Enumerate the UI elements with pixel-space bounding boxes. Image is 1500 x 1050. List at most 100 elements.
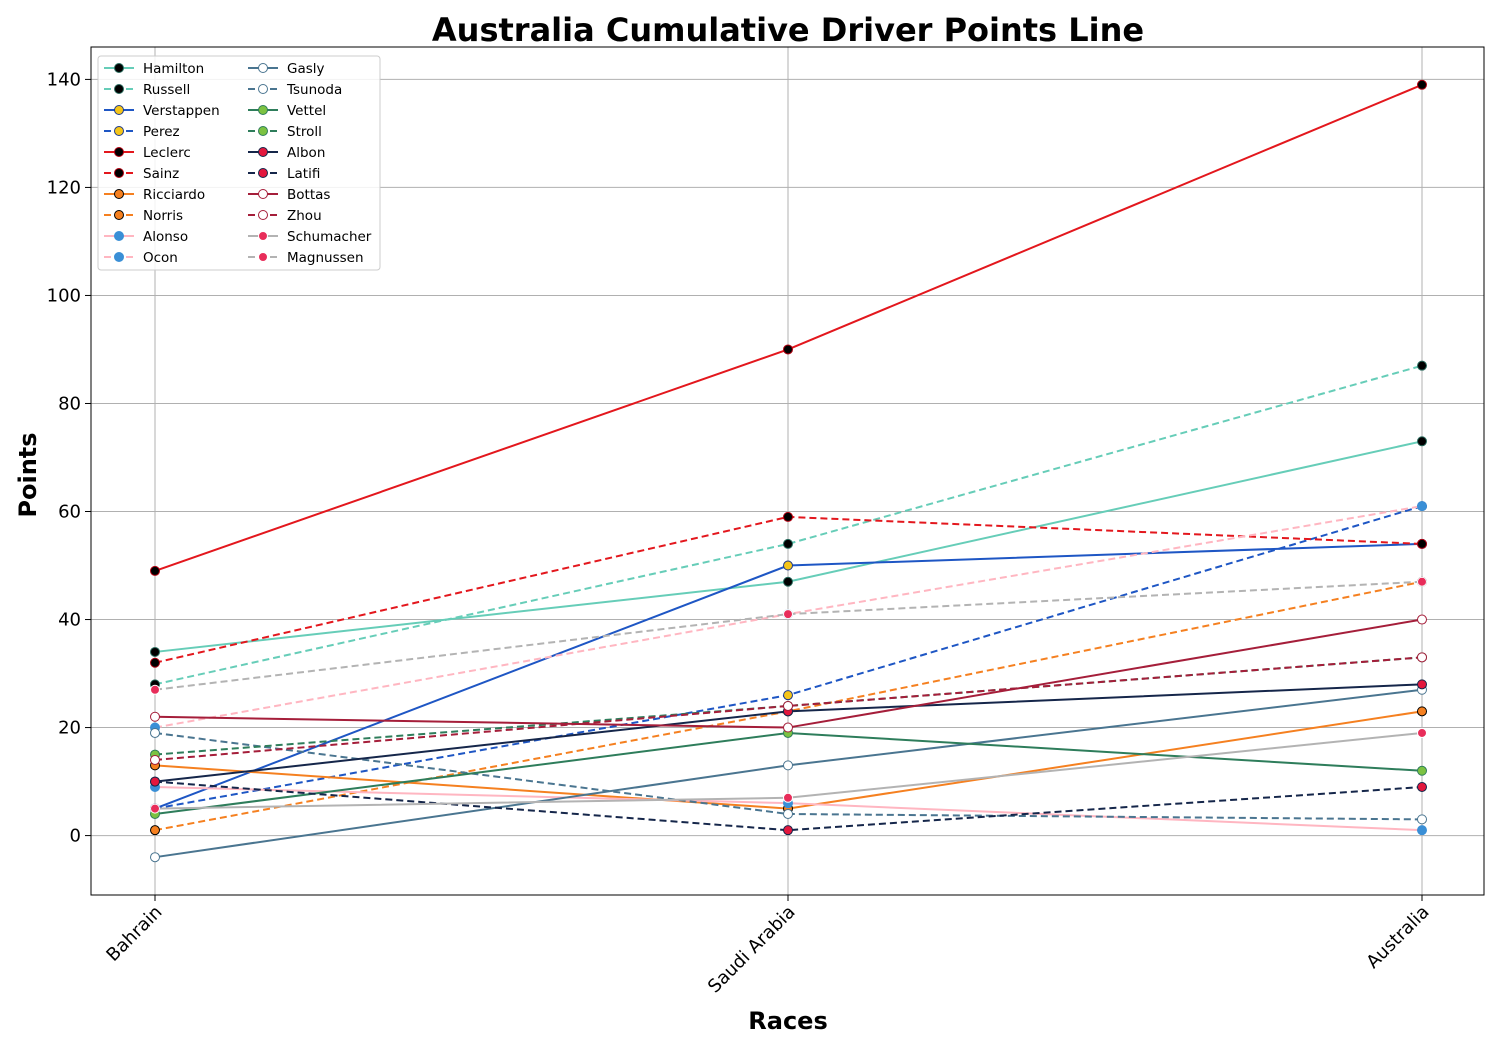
data-point: [150, 684, 160, 695]
legend-marker: [258, 84, 268, 94]
legend-item: Hamilton: [104, 61, 204, 77]
legend-item: Sainz: [104, 166, 179, 182]
legend-label: Ricciardo: [143, 187, 205, 203]
legend-item: Tsunoda: [248, 82, 342, 98]
data-point: [150, 852, 160, 863]
y-tick-label: 140: [47, 69, 81, 90]
legend-item: Leclerc: [104, 145, 191, 161]
legend-label: Bottas: [287, 187, 330, 203]
legend-marker: [114, 105, 124, 115]
legend-marker: [258, 168, 268, 178]
data-point: [150, 776, 160, 787]
legend-marker: [258, 231, 268, 241]
legend-marker: [114, 147, 124, 157]
legend-item: Russell: [104, 82, 190, 98]
legend-item: Ocon: [104, 250, 178, 266]
series-tsunoda: [150, 727, 1427, 825]
data-point: [783, 538, 793, 549]
x-axis-label: Races: [748, 1007, 827, 1035]
data-point: [783, 808, 793, 819]
chart-title: Australia Cumulative Driver Points Line: [432, 11, 1144, 49]
data-point: [150, 727, 160, 738]
series-russell: [150, 360, 1427, 690]
legend-label: Sainz: [143, 166, 179, 182]
data-point: [1417, 814, 1427, 825]
data-point: [783, 690, 793, 701]
data-point: [1417, 825, 1427, 836]
series-zhou: [150, 652, 1427, 765]
series-line: [154, 656, 1423, 761]
legend-item: Albon: [248, 145, 325, 161]
legend-marker: [114, 252, 124, 262]
legend: Hamilton Russell Verstappen Perez Leclerc Sai…: [97, 55, 381, 271]
legend-marker: [258, 252, 268, 262]
series-sainz: [150, 511, 1427, 668]
legend-item: Ricciardo: [104, 187, 205, 203]
data-point: [150, 565, 160, 576]
y-tick-label: 80: [58, 393, 81, 414]
data-point: [783, 760, 793, 771]
legend-item: Latifi: [248, 166, 320, 182]
legend-marker: [258, 147, 268, 157]
series-hamilton: [150, 436, 1427, 657]
series-schumacher: [150, 727, 1427, 814]
y-tick-label: 40: [58, 610, 81, 631]
data-point: [1417, 652, 1427, 663]
series-line: [154, 780, 1423, 832]
data-point: [783, 344, 793, 355]
data-point: [1417, 679, 1427, 690]
legend-box: [97, 55, 381, 271]
data-point: [1417, 576, 1427, 587]
data-point: [150, 657, 160, 668]
data-point: [1417, 501, 1427, 512]
legend-marker: [114, 231, 124, 241]
data-point: [783, 576, 793, 587]
data-point: [1417, 781, 1427, 792]
legend-item: Magnussen: [248, 250, 364, 266]
y-axis-label: Points: [14, 432, 42, 517]
legend-item: Stroll: [248, 124, 322, 140]
data-point: [783, 560, 793, 571]
legend-marker: [258, 126, 268, 136]
data-point: [1417, 765, 1427, 776]
legend-marker: [258, 189, 268, 199]
series-magnussen: [150, 576, 1427, 695]
series-line: [154, 580, 1423, 691]
y-tick-label: 60: [58, 502, 81, 523]
series-leclerc: [150, 79, 1427, 576]
legend-marker: [114, 63, 124, 73]
legend-label: Latifi: [287, 166, 320, 182]
data-point: [150, 825, 160, 836]
data-point: [150, 646, 160, 657]
data-point: [150, 803, 160, 814]
y-tick-label: 20: [58, 718, 81, 739]
legend-label: Leclerc: [143, 145, 191, 161]
legend-marker: [114, 168, 124, 178]
data-point: [1417, 436, 1427, 447]
legend-marker: [258, 105, 268, 115]
legend-label: Gasly: [287, 61, 325, 77]
data-point: [150, 711, 160, 722]
legend-marker: [114, 210, 124, 220]
legend-label: Perez: [143, 124, 180, 140]
legend-item: Schumacher: [248, 229, 372, 245]
y-tick-label: 0: [70, 826, 81, 847]
data-point: [1417, 727, 1427, 738]
data-point: [783, 700, 793, 711]
legend-label: Magnussen: [287, 250, 364, 266]
y-tick-label: 120: [47, 177, 81, 198]
legend-item: Bottas: [248, 187, 330, 203]
data-point: [783, 511, 793, 522]
data-point: [1417, 79, 1427, 90]
data-point: [1417, 706, 1427, 717]
data-point: [1417, 360, 1427, 371]
legend-label: Schumacher: [287, 229, 372, 245]
series-layer: [150, 79, 1427, 863]
legend-label: Russell: [143, 82, 190, 98]
legend-label: Norris: [143, 208, 183, 224]
data-point: [1417, 614, 1427, 625]
legend-marker: [258, 210, 268, 220]
data-point: [783, 792, 793, 803]
legend-label: Vettel: [287, 103, 326, 119]
